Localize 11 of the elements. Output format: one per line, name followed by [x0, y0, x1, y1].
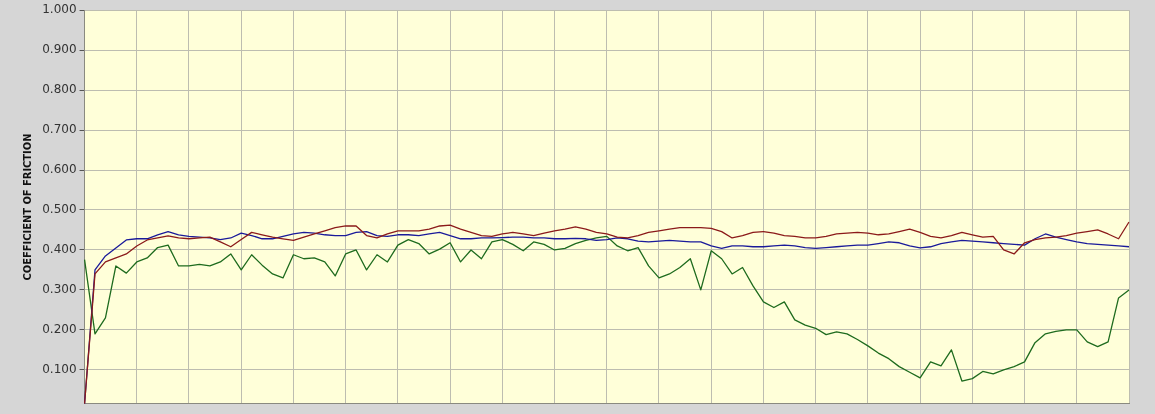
y-tick-label: 0.200: [42, 322, 77, 336]
y-tick-label: 0.400: [42, 242, 77, 257]
y-tick-label: 0.900: [42, 42, 77, 57]
y-tick-label: 0.500: [42, 202, 77, 217]
y-tick-label: 0.600: [42, 162, 77, 177]
y-axis-title: COEFFICIENT OF FRICTION: [21, 133, 35, 281]
y-tick-label: 0.700: [42, 122, 77, 137]
y-tick-label: 1.000: [42, 2, 77, 17]
y-tick-label: 0.800: [42, 82, 77, 97]
y-tick-label: 0.100: [42, 361, 77, 376]
y-tick-label: 0.300: [42, 282, 77, 297]
